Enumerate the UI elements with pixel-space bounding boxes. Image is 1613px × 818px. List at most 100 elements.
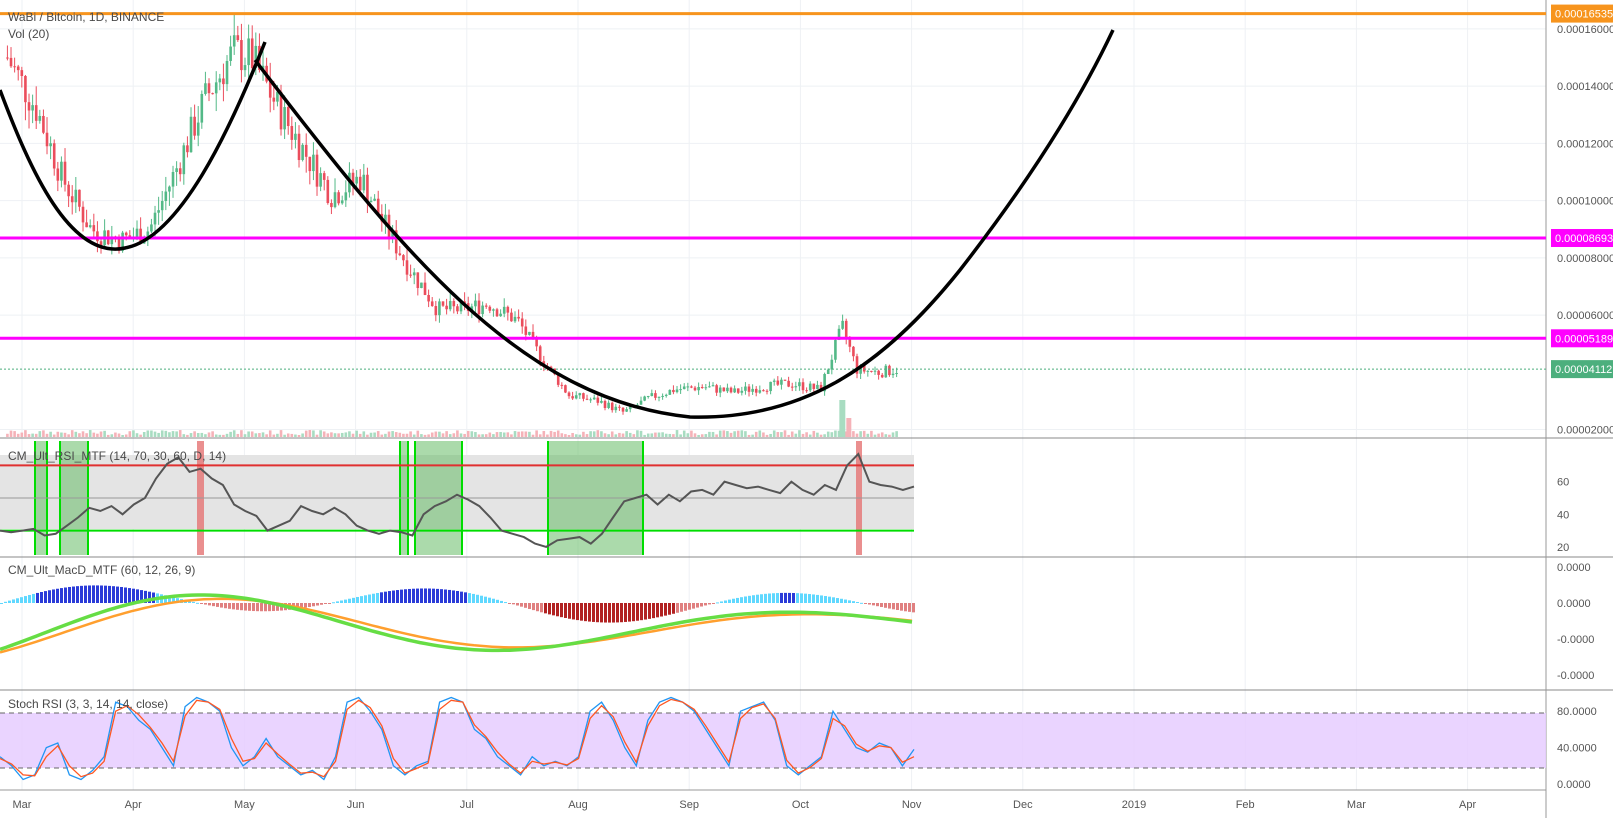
price-level-tag-label: 0.00016535 [1555, 9, 1613, 21]
volume-bar [121, 434, 124, 437]
time-tick-label: Aug [568, 799, 588, 811]
time-tick-label: Apr [1459, 799, 1476, 811]
volume-bar [657, 432, 661, 437]
candle-body [625, 409, 628, 412]
macd-histogram-bar [548, 603, 551, 615]
volume-bar [189, 433, 193, 437]
plot-area[interactable] [0, 0, 1546, 790]
volume-bar [528, 431, 531, 437]
macd-histogram-bar [600, 603, 603, 623]
volume-bar [322, 431, 326, 437]
volume-bar [693, 433, 697, 437]
macd-histogram-bar [536, 603, 539, 612]
candle-body [603, 400, 607, 408]
volume-bar [697, 434, 700, 437]
macd-histogram-bar [8, 600, 11, 603]
macd-histogram-bar [700, 603, 703, 607]
volume-bar [31, 433, 34, 437]
volume-bar [585, 434, 589, 437]
volume-bar [535, 430, 538, 437]
volume-bar [808, 434, 812, 437]
candle-body [492, 309, 495, 311]
macd-histogram-bar [276, 603, 279, 611]
macd-histogram-bar [220, 603, 223, 608]
macd-histogram-bar [320, 603, 323, 605]
time-axis[interactable]: Mar Apr May Jun Jul Aug Sep Oct Nov Dec 2019 Feb Mar… [13, 799, 1477, 811]
macd-histogram-bar [56, 588, 59, 603]
volume-bar [254, 433, 258, 437]
macd-histogram-bar [636, 603, 639, 621]
volume-bar [301, 433, 304, 437]
volume-bar [340, 432, 344, 437]
macd-histogram-bar [76, 586, 79, 603]
candle-body [96, 231, 99, 242]
candle-body [117, 238, 121, 251]
candle-body [686, 386, 690, 388]
macd-histogram-bar [272, 603, 275, 612]
volume-bar [240, 430, 243, 437]
macd-histogram-bar [788, 592, 791, 603]
candle-body [794, 386, 798, 388]
macd-histogram-bar [776, 593, 779, 603]
volume-bar [765, 434, 769, 437]
volume-bar [402, 433, 405, 437]
macd-histogram-bar [884, 603, 887, 608]
volume-bar [664, 433, 668, 437]
macd-histogram-bar [668, 603, 671, 615]
candle-body [891, 373, 895, 376]
candle-body [657, 396, 661, 398]
candle-body [301, 144, 304, 161]
candle-body [733, 388, 736, 393]
macd-histogram-bar [624, 603, 627, 622]
candle-body [222, 78, 225, 85]
candle-body [888, 365, 891, 376]
volume-bar [625, 431, 628, 437]
macd-histogram-bar [824, 596, 827, 603]
macd-histogram-bar [264, 603, 267, 612]
candle-body [366, 174, 369, 203]
candle-body [758, 390, 762, 393]
candle-body [819, 384, 823, 392]
volume-bar [578, 434, 582, 437]
volume-bar [448, 434, 452, 437]
candle-body [333, 192, 337, 208]
candle-body [477, 300, 481, 315]
volume-bar [196, 433, 200, 437]
volume-bar [718, 430, 722, 437]
macd-histogram-bar [556, 603, 559, 617]
volume-bar [369, 432, 373, 437]
candle-body [499, 313, 502, 317]
macd-histogram-bar [360, 596, 363, 603]
macd-histogram-bar [60, 588, 63, 603]
grid-lines [0, 0, 1546, 790]
macd-histogram-bar [252, 603, 255, 612]
volume-bar [366, 434, 369, 437]
volume-bar [466, 430, 470, 437]
candle-body [549, 366, 553, 369]
left-cup-arc[interactable] [0, 41, 267, 251]
macd-histogram-bar [392, 590, 395, 603]
price-axis[interactable]: 0.00016000 0.00014000 0.00012000 0.00010000… [1557, 24, 1613, 791]
volume-bar [358, 433, 362, 437]
candle-body [207, 83, 211, 94]
candle-body [528, 331, 531, 335]
candle-body [81, 206, 85, 223]
macd-histogram-bar [532, 603, 535, 611]
macd-histogram-bar [104, 585, 107, 603]
time-tick-label: Oct [792, 799, 809, 811]
candle-body [128, 235, 132, 238]
volume-bar [891, 432, 895, 437]
stoch-d-line [0, 698, 915, 778]
candle-body [200, 93, 204, 123]
candle-body [171, 171, 175, 187]
volume-bar [686, 433, 690, 437]
macd-histogram-bar [544, 603, 547, 614]
time-tick-label: Feb [1236, 799, 1255, 811]
macd-histogram-bar [376, 593, 379, 603]
volume-bar [164, 430, 168, 437]
macd-histogram-bar [684, 603, 687, 611]
volume-bar [297, 434, 301, 437]
main-cup-arc[interactable] [253, 29, 1115, 419]
time-tick-label: Jun [347, 799, 365, 811]
